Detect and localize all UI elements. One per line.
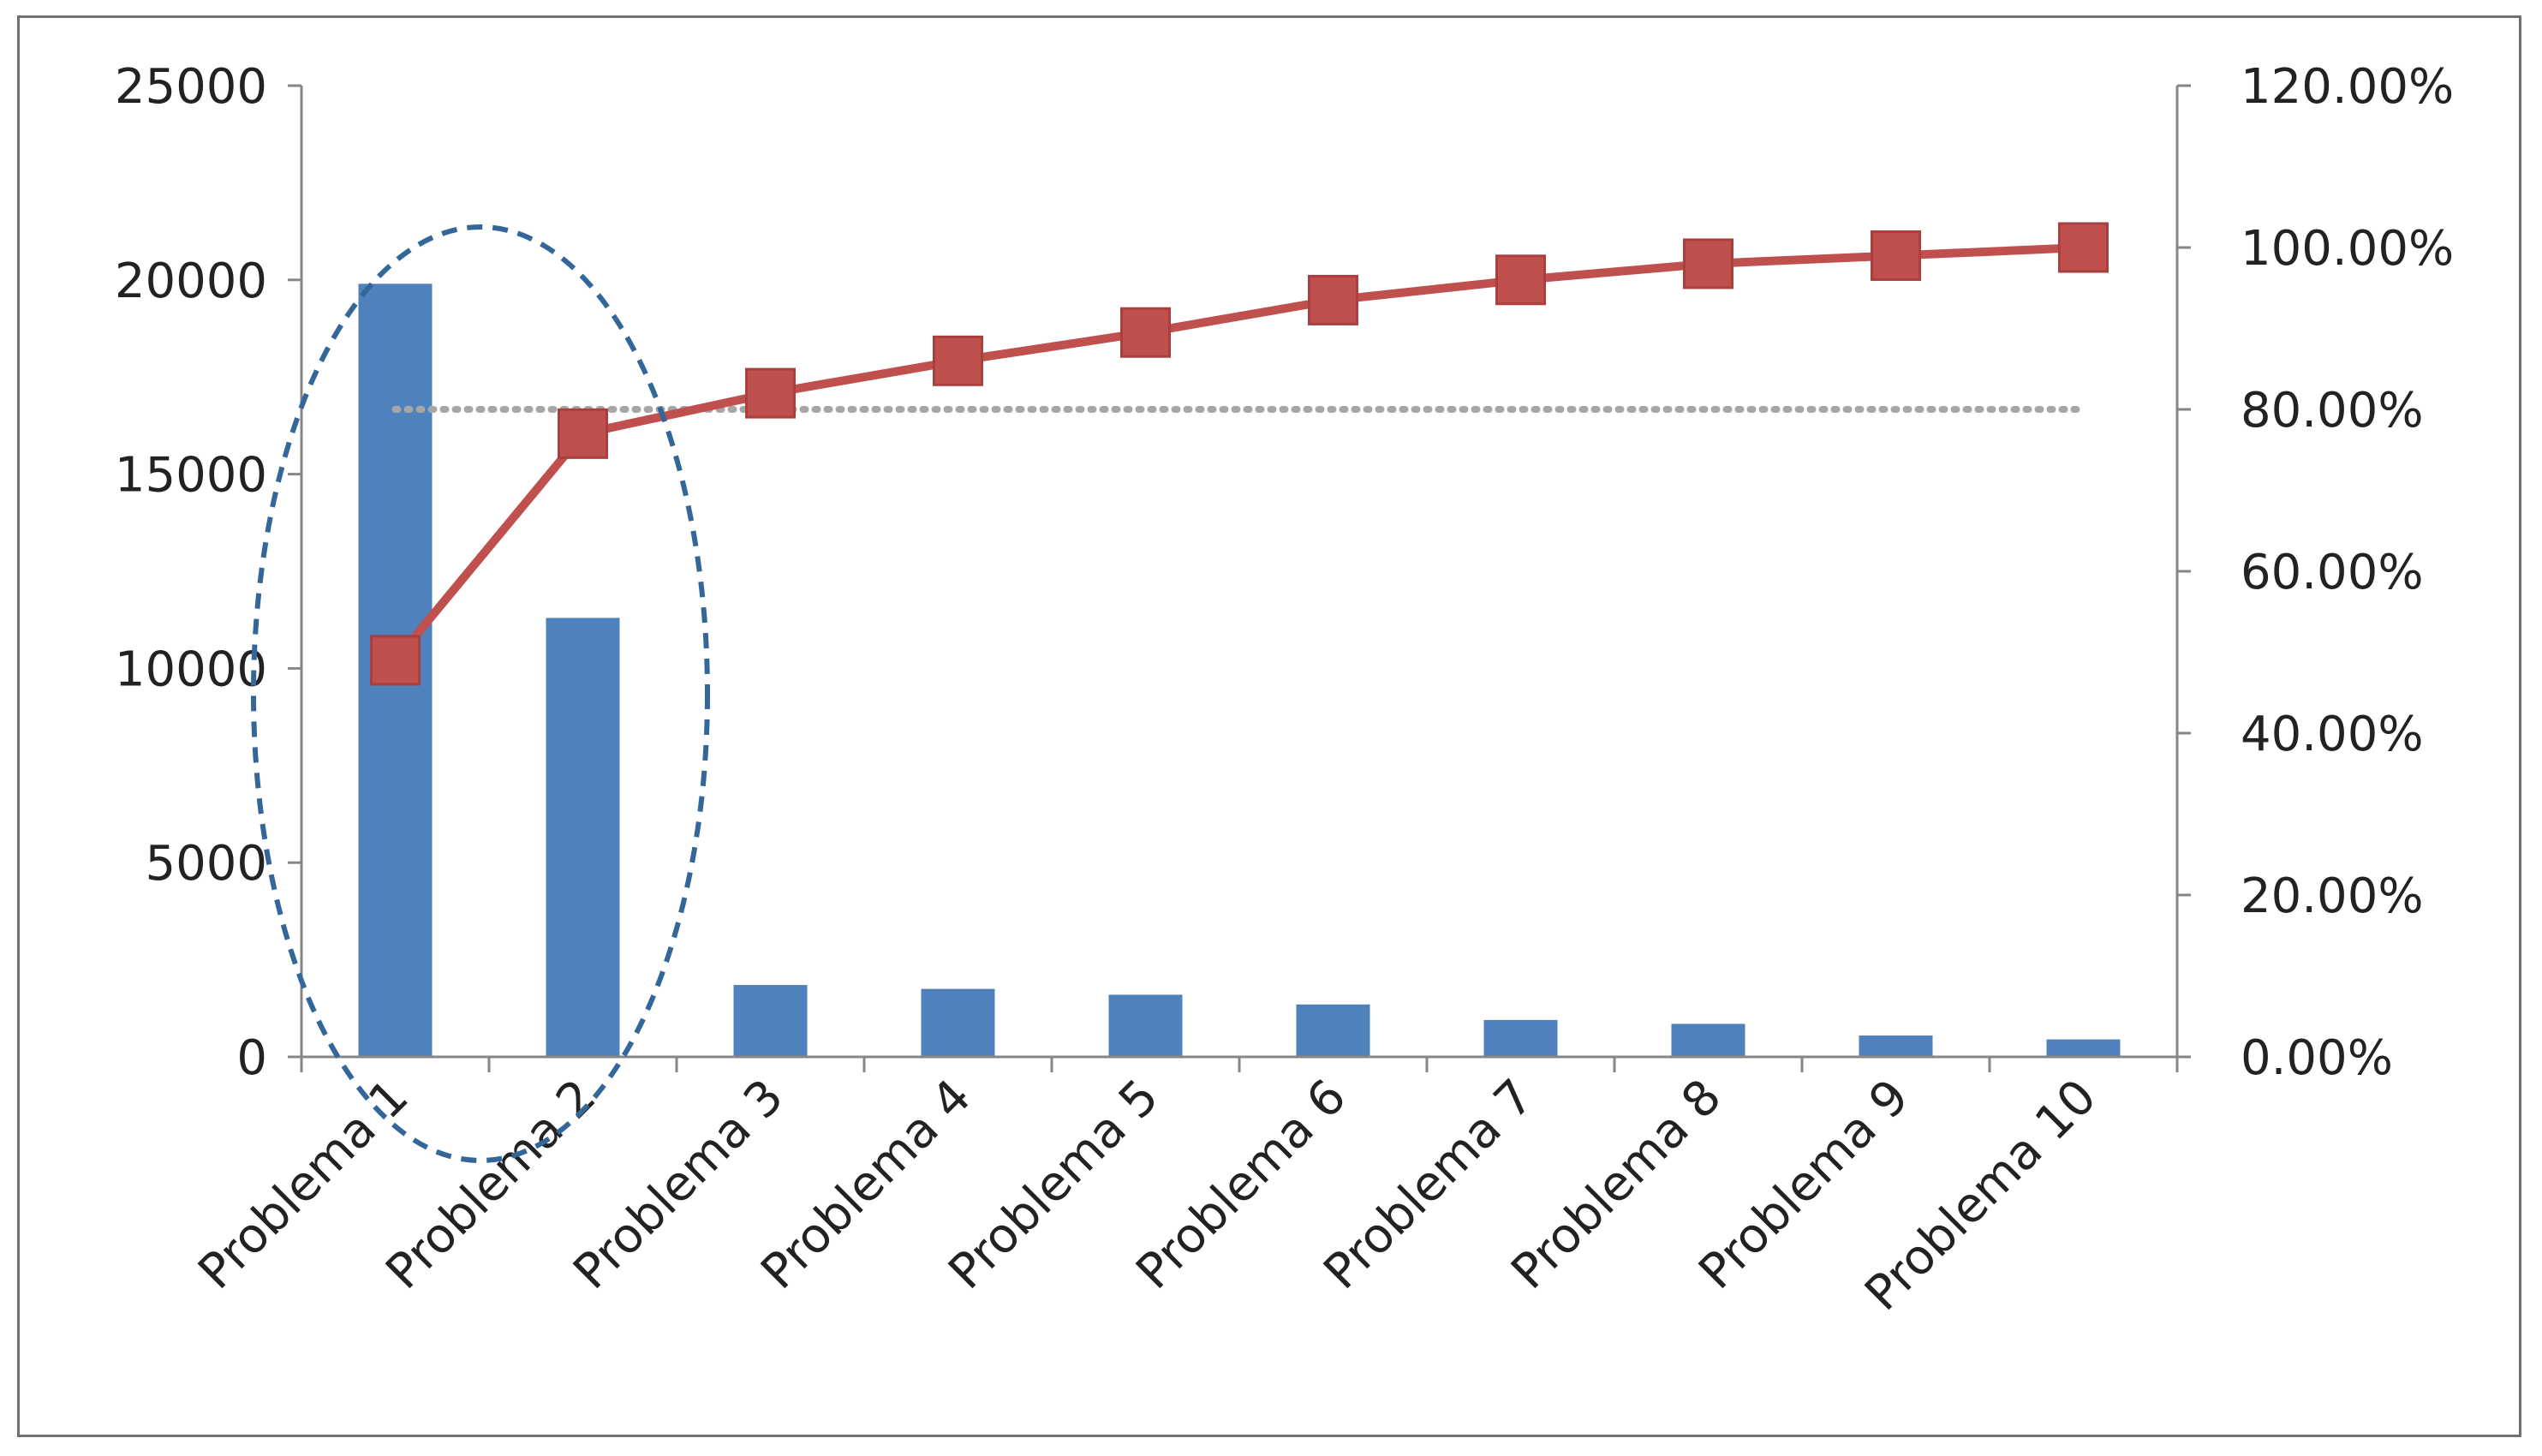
bar-4 — [921, 988, 995, 1057]
cumulative-line-layer — [370, 222, 2109, 686]
y-right-tick-label: 100.00% — [2241, 221, 2454, 277]
y-right-tick-label: 20.00% — [2241, 868, 2424, 924]
bar-10 — [2046, 1039, 2121, 1057]
cumulative-marker-6 — [1308, 274, 1358, 325]
y-right-tick-label: 40.00% — [2241, 707, 2424, 762]
cumulative-marker-7 — [1495, 254, 1546, 306]
y-right-tick-label: 60.00% — [2241, 545, 2424, 600]
cumulative-marker-9 — [1871, 230, 1921, 281]
cumulative-marker-10 — [2058, 222, 2109, 273]
bar-6 — [1296, 1004, 1370, 1057]
cumulative-marker-1 — [370, 635, 421, 686]
y-left-tick-label: 10000 — [115, 641, 267, 697]
bar-5 — [1108, 994, 1183, 1057]
y-left-tick-label: 15000 — [115, 448, 267, 504]
bar-3 — [733, 985, 808, 1057]
bars-layer — [358, 283, 2121, 1057]
cumulative-marker-3 — [745, 367, 796, 419]
y-left-tick-label: 5000 — [145, 836, 267, 892]
cumulative-marker-5 — [1120, 307, 1171, 358]
y-right-tick-label: 80.00% — [2241, 383, 2424, 439]
highlight-ellipse — [251, 224, 710, 1163]
chart-frame — [17, 15, 2521, 1437]
cumulative-marker-2 — [558, 408, 608, 459]
cumulative-marker-4 — [933, 335, 983, 386]
y-left-tick-label: 25000 — [115, 59, 267, 115]
cumulative-marker-8 — [1683, 238, 1733, 289]
y-left-tick-label: 20000 — [115, 254, 267, 309]
bar-2 — [546, 618, 620, 1057]
y-left-ticks: 0 5000 10000 15000 20000 25000 — [115, 59, 301, 1086]
y-right-tick-label: 0.00% — [2241, 1030, 2393, 1086]
y-right-ticks: 0.00% 20.00% 40.00% 60.00% 80.00% 100.00% 120.… — [2177, 59, 2454, 1086]
cumulative-line — [391, 243, 2084, 664]
y-right-tick-label: 120.00% — [2241, 59, 2454, 115]
bar-8 — [1671, 1023, 1745, 1057]
annotation-layer — [251, 224, 710, 1163]
bar-9 — [1859, 1035, 1933, 1057]
y-left-tick-label: 0 — [236, 1030, 267, 1086]
bar-7 — [1483, 1019, 1558, 1057]
